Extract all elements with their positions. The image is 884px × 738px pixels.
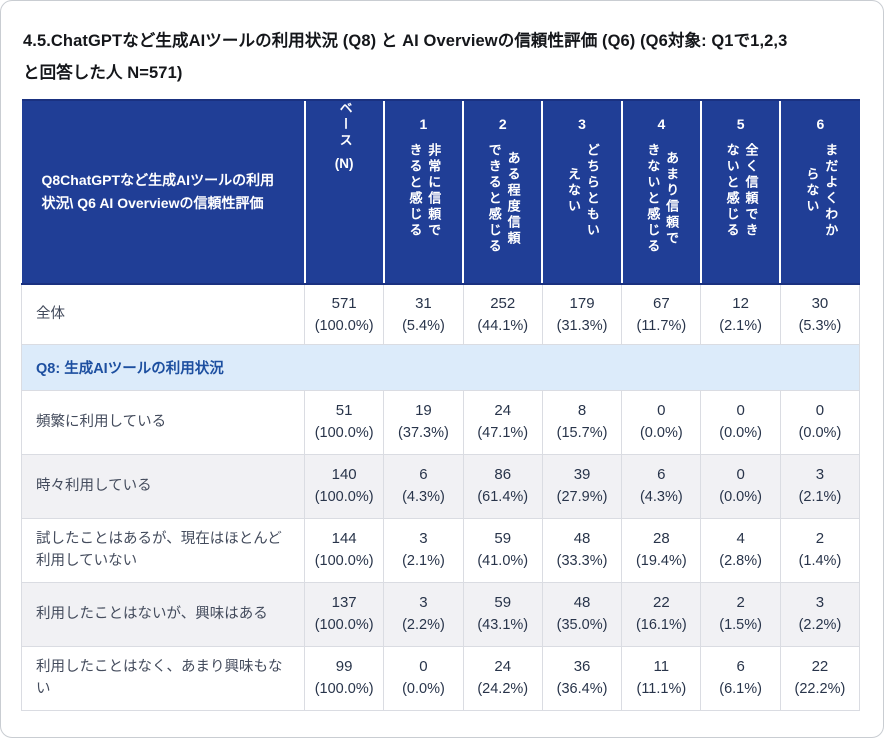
scale-6-number: 6 [816, 116, 825, 133]
data-cell: 3 (2.2%) [383, 581, 464, 647]
data-cell: 2 (1.4%) [779, 517, 861, 583]
table-row: 利用したことはないが、興味はある 137 (100.0%) 3 (2.2%) 59(… [21, 581, 861, 647]
scale-5-label: 全く信頼でき ないと感じる [724, 143, 759, 240]
data-cell: 30 (5.3%) [779, 283, 861, 345]
row-label: 試したことはあるが、現在はほとんど利用していない [21, 517, 305, 583]
row-label: 頻繁に利用している [21, 389, 305, 455]
data-cell: 48 (35.0%) [541, 581, 623, 647]
data-cell: 0 (0.0%) [700, 389, 781, 455]
scale-4-label: あまり信頼で きないと感じる [645, 143, 680, 256]
data-cell: 8 (15.7%) [541, 389, 623, 455]
row-label: 利用したことはないが、興味はある [21, 581, 305, 647]
scale-2-label: ある程度信頼 できると感じる [486, 143, 521, 256]
table-row: 利用したことはなく、あまり興味もない 99 (100.0%) 0 (0.0%) 24… [21, 645, 861, 711]
data-cell: 11 (11.1%) [621, 645, 702, 711]
header-scale-4: 4 あまり信頼で きないと感じる [620, 99, 701, 286]
data-cell: 6 (4.3%) [621, 453, 702, 519]
data-cell: 48 (33.3%) [541, 517, 623, 583]
data-cell: 0 (0.0%) [779, 389, 861, 455]
header-scale-2: 2 ある程度信頼 できると感じる [462, 99, 543, 286]
row-label: 全体 [21, 283, 305, 345]
section-header-row: Q8: 生成AIツールの利用状況 [20, 343, 861, 391]
header-scale-3: 3 どちらともい えない [541, 99, 622, 286]
data-cell: 99 (100.0%) [303, 645, 385, 711]
data-cell: 22 (16.1%) [621, 581, 702, 647]
data-cell: 24 (47.1%) [462, 389, 543, 455]
data-cell: 137 (100.0%) [303, 581, 385, 647]
header-base-cell: ベース (N) [303, 99, 384, 286]
data-cell: 22 (22.2%) [779, 645, 861, 711]
data-cell: 86 (61.4%) [462, 453, 543, 519]
scale-2-number: 2 [498, 116, 507, 133]
data-cell: 3 (2.1%) [779, 453, 861, 519]
data-cell: 59 (43.1%) [462, 581, 543, 647]
data-cell: 179 (31.3%) [541, 283, 623, 345]
header-scale-1: 1 非常に信頼で きると感じる [382, 99, 464, 286]
base-header-sub: (N) [334, 156, 354, 172]
section-label: Q8: 生成AIツールの利用状況 [20, 343, 861, 391]
row-label: 時々利用している [21, 453, 305, 519]
table-row-total: 全体 571 (100.0%) 31 (5.4%) 252 (44.1%) 179 (3… [21, 283, 861, 345]
data-cell: 0 (0.0%) [383, 645, 464, 711]
data-cell: 39 (27.9%) [541, 453, 623, 519]
scale-6-label: まだよくわか らない [804, 143, 839, 240]
data-cell: 36 (36.4%) [541, 645, 623, 711]
data-cell: 252 (44.1%) [462, 283, 543, 345]
header-corner-cell: Q8ChatGPTなど生成AIツールの利用状況\ Q6 AI Overviewの… [21, 99, 305, 286]
table-row: 試したことはあるが、現在はほとんど利用していない 144 (100.0%) 3 (2… [21, 517, 861, 583]
scale-4-number: 4 [657, 116, 666, 133]
data-cell: 0 (0.0%) [700, 453, 781, 519]
header-scale-6: 6 まだよくわか らない [779, 99, 860, 286]
data-cell: 571 (100.0%) [303, 283, 385, 345]
data-cell: 6 (4.3%) [383, 453, 464, 519]
data-cell: 0 (0.0%) [621, 389, 702, 455]
base-header-content: ベース (N) [306, 101, 383, 171]
page-title: 4.5.ChatGPTなど生成AIツールの利用状況 (Q8) と AI Over… [23, 32, 788, 83]
data-cell: 2 (1.5%) [700, 581, 781, 647]
scale-1-number: 1 [419, 116, 428, 133]
data-cell: 51 (100.0%) [303, 389, 385, 455]
base-header-label: ベース [337, 101, 353, 150]
header-scale-5: 5 全く信頼でき ないと感じる [699, 99, 781, 286]
scale-5-number: 5 [736, 116, 745, 133]
data-cell: 3 (2.1%) [383, 517, 464, 583]
table-row: 時々利用している 140 (100.0%) 6 (4.3%) 86 (61.4%) 3… [21, 453, 861, 519]
row-label: 利用したことはなく、あまり興味もない [21, 645, 305, 711]
data-cell: 31 (5.4%) [383, 283, 464, 345]
table-row: 頻繁に利用している 51 (100.0%) 19 (37.3%) 24 (47.1%)… [21, 389, 861, 455]
scale-3-label: どちらともい えない [566, 143, 600, 240]
data-cell: 3 (2.2%) [779, 581, 861, 647]
data-cell: 28 (19.4%) [621, 517, 702, 583]
scale-3-number: 3 [578, 116, 586, 133]
scale-1-label: 非常に信頼で きると感じる [407, 143, 442, 240]
data-cell: 59 (41.0%) [462, 517, 543, 583]
data-cell: 6 (6.1%) [700, 645, 781, 711]
data-cell: 4 (2.8%) [700, 517, 781, 583]
data-cell: 12 (2.1%) [700, 283, 781, 345]
data-cell: 144 (100.0%) [303, 517, 385, 583]
data-cell: 19 (37.3%) [383, 389, 464, 455]
header-row: Q8ChatGPTなど生成AIツールの利用状況\ Q6 AI Overviewの… [21, 99, 860, 286]
crosstab-table: Q8ChatGPTなど生成AIツールの利用状況\ Q6 AI Overviewの… [20, 99, 861, 711]
data-cell: 140 (100.0%) [303, 453, 385, 519]
data-cell: 24 (24.2%) [462, 645, 543, 711]
data-cell: 67 (11.7%) [621, 283, 702, 345]
